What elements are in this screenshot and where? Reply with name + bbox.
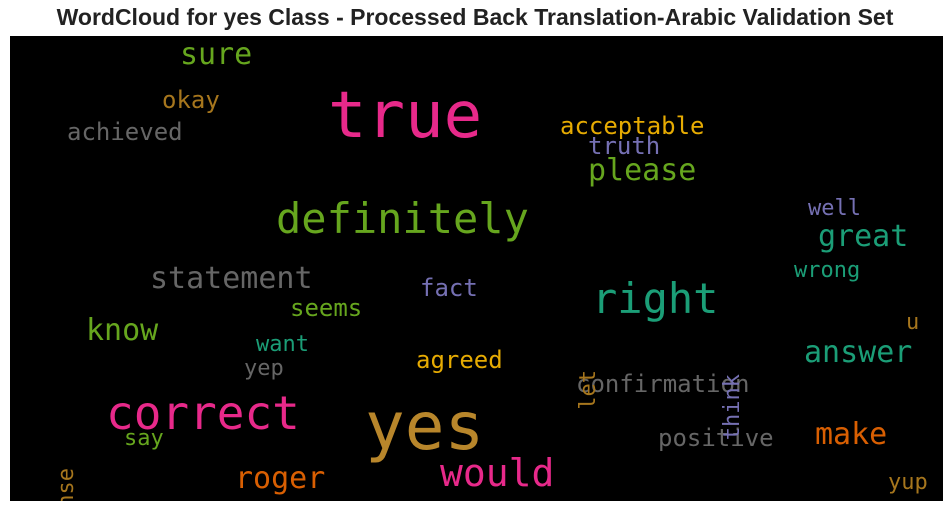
cloud-word-answer: answer (804, 335, 913, 370)
cloud-word-think: think (720, 374, 745, 441)
cloud-word-make: make (815, 417, 888, 452)
cloud-word-fact: fact (420, 274, 478, 302)
cloud-word-sense: sense (54, 468, 79, 501)
cloud-word-yes: yes (365, 388, 485, 465)
cloud-word-true: true (328, 79, 483, 153)
cloud-word-well: well (808, 196, 861, 221)
cloud-word-want: want (256, 332, 309, 357)
cloud-word-yep: yep (244, 356, 284, 381)
cloud-word-seems: seems (290, 294, 363, 322)
cloud-word-would: would (440, 451, 555, 495)
cloud-word-sure: sure (180, 37, 253, 72)
cloud-word-please: please (588, 153, 697, 188)
cloud-word-achieved: achieved (67, 118, 183, 146)
cloud-word-u: u (906, 310, 920, 335)
cloud-word-okay: okay (162, 86, 220, 114)
chart-title: WordCloud for yes Class - Processed Back… (56, 4, 894, 30)
cloud-word-yup: yup (888, 470, 928, 495)
cloud-word-definitely: definitely (276, 194, 529, 243)
cloud-word-statement: statement (150, 261, 313, 296)
cloud-word-right: right (592, 274, 719, 323)
cloud-word-roger: roger (235, 461, 326, 496)
cloud-word-great: great (818, 219, 909, 254)
cloud-word-positive: positive (658, 424, 774, 452)
cloud-word-acceptable: acceptable (560, 112, 705, 140)
cloud-word-truth: truth (588, 132, 661, 160)
cloud-word-wrong: wrong (794, 258, 861, 283)
wordcloud-canvas: yes true correct definitely right would statem… (10, 36, 943, 501)
cloud-word-confirmation: confirmation (576, 370, 750, 398)
cloud-word-know: know (86, 313, 159, 348)
cloud-word-correct: correct (106, 386, 300, 440)
cloud-word-let: let (576, 370, 601, 410)
cloud-word-agreed: agreed (416, 346, 503, 374)
cloud-word-say: say (124, 426, 164, 451)
